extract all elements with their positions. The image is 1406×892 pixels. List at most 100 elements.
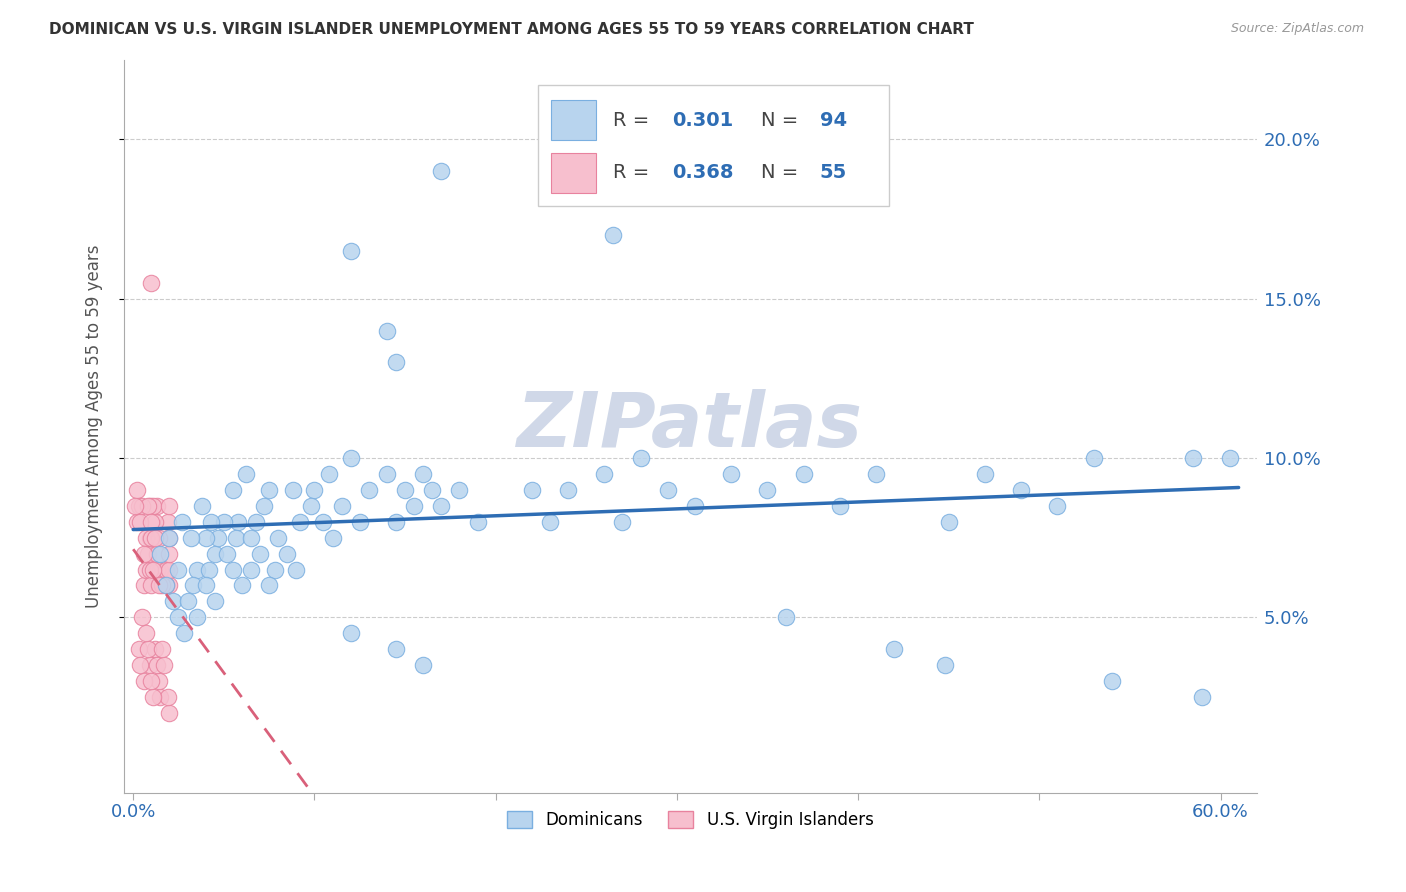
Point: [143, 642, 166, 657]
Point: [357, 483, 380, 497]
Point: [162, 594, 184, 608]
Point: [404, 499, 426, 513]
Point: [257, 578, 280, 592]
Text: 94: 94: [820, 111, 846, 129]
Point: [793, 467, 815, 481]
Point: [263, 563, 285, 577]
Text: ZIPatlas: ZIPatlas: [517, 389, 863, 463]
Point: [159, 547, 181, 561]
Point: [138, 563, 160, 577]
Point: [141, 515, 163, 529]
Point: [212, 515, 235, 529]
Point: [125, 483, 148, 497]
Point: [665, 138, 688, 153]
Point: [318, 467, 340, 481]
Point: [883, 642, 905, 657]
Point: [143, 515, 166, 529]
Point: [593, 467, 616, 481]
FancyBboxPatch shape: [551, 153, 596, 193]
Point: [235, 467, 257, 481]
Point: [339, 626, 361, 640]
Point: [1010, 483, 1032, 497]
Point: [198, 563, 221, 577]
Point: [276, 547, 298, 561]
Point: [245, 515, 267, 529]
Point: [136, 499, 159, 513]
Point: [150, 642, 173, 657]
Point: [155, 563, 177, 577]
Point: [180, 531, 202, 545]
Point: [222, 563, 245, 577]
Point: [145, 563, 167, 577]
Point: [159, 531, 181, 545]
Text: 0.0%: 0.0%: [111, 803, 156, 821]
Point: [385, 515, 408, 529]
Point: [149, 690, 172, 704]
Point: [267, 531, 290, 545]
Point: [155, 578, 177, 592]
Point: [538, 515, 561, 529]
Point: [141, 578, 163, 592]
Point: [159, 531, 181, 545]
Point: [194, 531, 217, 545]
Point: [226, 515, 249, 529]
Point: [412, 658, 434, 673]
Point: [132, 578, 155, 592]
Point: [135, 531, 157, 545]
Point: [181, 578, 204, 592]
Point: [167, 563, 190, 577]
Point: [657, 483, 679, 497]
Point: [217, 547, 239, 561]
Point: [136, 642, 159, 657]
Point: [145, 499, 167, 513]
Point: [159, 706, 181, 720]
Text: R =: R =: [613, 163, 657, 182]
Y-axis label: Unemployment Among Ages 55 to 59 years: Unemployment Among Ages 55 to 59 years: [86, 244, 103, 607]
Point: [128, 642, 150, 657]
Point: [204, 594, 226, 608]
Point: [135, 563, 157, 577]
Point: [124, 499, 146, 513]
FancyBboxPatch shape: [551, 100, 596, 140]
Point: [1182, 450, 1205, 465]
Point: [156, 690, 179, 704]
Point: [775, 610, 797, 624]
Point: [155, 578, 177, 592]
Point: [191, 499, 214, 513]
Point: [153, 658, 176, 673]
Point: [253, 499, 276, 513]
Point: [257, 483, 280, 497]
Point: [430, 164, 453, 178]
Point: [1046, 499, 1069, 513]
Point: [222, 483, 245, 497]
Point: [375, 467, 398, 481]
Point: [240, 531, 263, 545]
Point: [141, 674, 163, 689]
Point: [285, 563, 308, 577]
Point: [449, 483, 471, 497]
Point: [145, 658, 167, 673]
Point: [974, 467, 997, 481]
Point: [131, 610, 153, 624]
Text: DOMINICAN VS U.S. VIRGIN ISLANDER UNEMPLOYMENT AMONG AGES 55 TO 59 YEARS CORRELA: DOMINICAN VS U.S. VIRGIN ISLANDER UNEMPL…: [49, 22, 974, 37]
Point: [207, 531, 229, 545]
Text: 55: 55: [820, 163, 846, 182]
Point: [938, 515, 960, 529]
Point: [176, 594, 198, 608]
Point: [186, 563, 208, 577]
Point: [150, 578, 173, 592]
Point: [159, 578, 181, 592]
Point: [186, 610, 208, 624]
Point: [142, 563, 165, 577]
Point: [312, 515, 335, 529]
Point: [322, 531, 344, 545]
Point: [225, 531, 247, 545]
Point: [934, 658, 956, 673]
Point: [756, 483, 779, 497]
Point: [145, 547, 167, 561]
Point: [136, 547, 159, 561]
Point: [612, 515, 634, 529]
Point: [412, 467, 434, 481]
Point: [138, 531, 160, 545]
Point: [172, 515, 194, 529]
